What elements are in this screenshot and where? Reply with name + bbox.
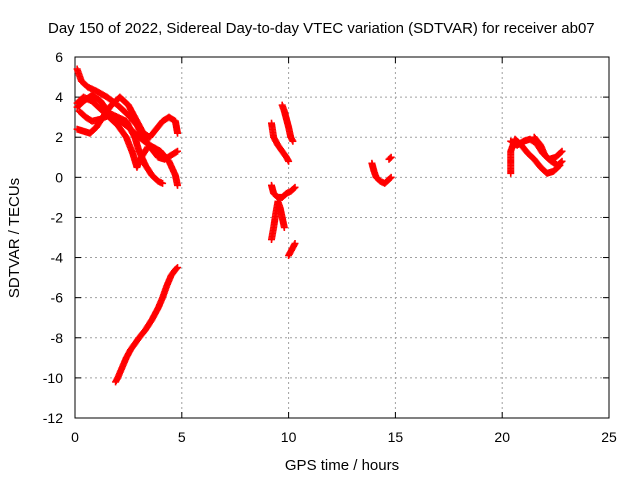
series-arc-i bbox=[268, 181, 299, 201]
data-point bbox=[557, 158, 565, 166]
y-tick-label: 4 bbox=[55, 89, 63, 105]
series-arc-g bbox=[268, 119, 293, 165]
series-arc-j bbox=[268, 197, 288, 244]
series-arc-e bbox=[75, 107, 182, 189]
data-point bbox=[387, 153, 395, 161]
data-point bbox=[174, 264, 182, 272]
data-points bbox=[73, 65, 566, 386]
series-arc-m bbox=[385, 153, 395, 163]
data-point bbox=[557, 148, 565, 156]
data-point bbox=[291, 183, 299, 191]
series-arc-l bbox=[368, 159, 395, 187]
series-arc-c bbox=[73, 93, 182, 141]
data-point bbox=[289, 137, 297, 145]
y-tick-label: 2 bbox=[55, 129, 63, 145]
data-point bbox=[174, 129, 182, 137]
data-point bbox=[172, 265, 180, 273]
grid bbox=[75, 57, 609, 418]
data-point bbox=[174, 147, 182, 155]
data-point bbox=[290, 184, 298, 192]
x-tick-label: 5 bbox=[178, 429, 186, 445]
data-point bbox=[285, 157, 293, 165]
x-axis-label: GPS time / hours bbox=[285, 457, 399, 474]
y-tick-label: -8 bbox=[51, 330, 64, 346]
y-tick-label: 0 bbox=[55, 169, 63, 185]
y-tick-label: -4 bbox=[51, 250, 64, 266]
series-arc-f bbox=[112, 264, 182, 386]
x-tick-label: 15 bbox=[388, 429, 404, 445]
data-point bbox=[386, 174, 394, 182]
axis-ticks: 0 5 10 15 20 25 -12 -10 -8 -6 -4 -2 0 2 4 6 bbox=[43, 49, 617, 445]
y-tick-label: -2 bbox=[51, 209, 64, 225]
data-point bbox=[558, 157, 566, 165]
x-tick-label: 25 bbox=[601, 429, 617, 445]
y-axis-label: SDTVAR / TECUs bbox=[6, 178, 23, 298]
y-tick-label: 6 bbox=[55, 49, 63, 65]
data-point bbox=[174, 181, 182, 189]
series-arc-k bbox=[285, 240, 299, 260]
series-arc-h bbox=[278, 101, 297, 145]
chart-title: Day 150 of 2022, Sidereal Day-to-day VTE… bbox=[48, 20, 595, 37]
series-arc-p bbox=[530, 133, 566, 169]
y-tick-label: -6 bbox=[51, 290, 64, 306]
data-point bbox=[558, 147, 566, 155]
data-point bbox=[387, 173, 395, 181]
x-tick-label: 20 bbox=[494, 429, 510, 445]
y-tick-label: -12 bbox=[43, 410, 63, 426]
data-point bbox=[172, 148, 180, 156]
x-tick-label: 10 bbox=[281, 429, 297, 445]
data-point bbox=[280, 223, 288, 231]
x-tick-label: 0 bbox=[71, 429, 79, 445]
data-point bbox=[386, 154, 394, 162]
data-point bbox=[291, 240, 299, 248]
y-tick-label: -10 bbox=[43, 370, 63, 386]
plot-frame bbox=[74, 56, 610, 419]
data-point bbox=[159, 179, 167, 187]
